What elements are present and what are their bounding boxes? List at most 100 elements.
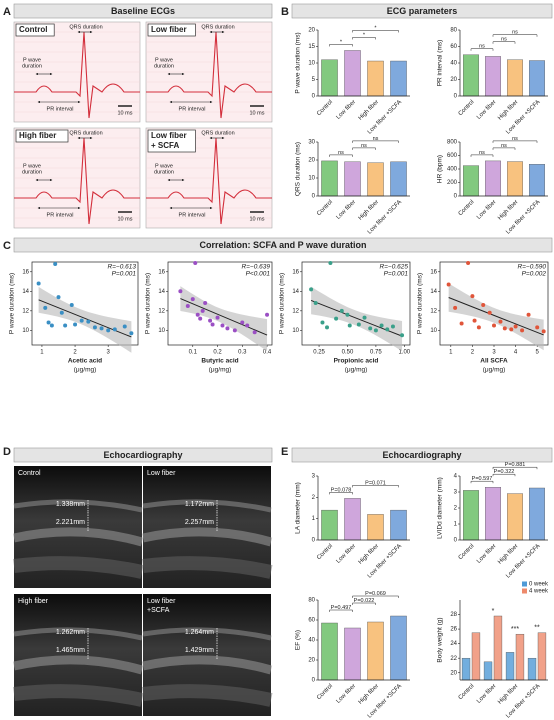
significance-bracket [470, 48, 494, 51]
ecg-label-box [147, 23, 196, 37]
stat-annotation: R=−0.639 [241, 264, 270, 271]
bar [321, 59, 338, 97]
y-tick-label: 20 [308, 158, 315, 164]
p-wave-label: P wave [23, 57, 41, 63]
legend-swatch [522, 581, 527, 587]
scatter-point [36, 281, 41, 286]
y-tick-label: 10 [158, 328, 165, 334]
echo-label: High fiber [18, 598, 49, 605]
echo-tissue [13, 556, 144, 579]
echo-tissue [13, 527, 144, 547]
regression-line [448, 297, 544, 336]
echo-measurement: 1.429mm [185, 647, 214, 654]
scatter-point [46, 320, 51, 325]
stat-annotation: R=−0.625 [379, 264, 408, 271]
y-axis-label: PR interval (ms) [437, 40, 444, 87]
significance-label: * [340, 39, 343, 45]
significance-label: ns [373, 136, 379, 142]
echo-label: Control [18, 470, 41, 477]
bar [463, 490, 479, 541]
y-axis-label: P wave duration (ms) [295, 32, 302, 93]
scatter-point [92, 325, 97, 330]
bar [463, 54, 479, 97]
significance-bracket [492, 473, 516, 477]
y-axis-label: P wave duration (ms) [145, 273, 152, 334]
y-tick-label: 16 [22, 269, 29, 275]
y-tick-label: 20 [308, 28, 315, 34]
p-wave-label: P wave [155, 163, 173, 169]
echo-tissue [142, 627, 272, 641]
scatter-point [43, 305, 48, 310]
panel-letter: D [3, 446, 11, 458]
x-tick-label: 0.75 [370, 350, 382, 356]
significance-label: P=0.071 [365, 480, 386, 486]
ecg-label-box [15, 23, 55, 37]
significance-bracket [352, 37, 376, 40]
scatter-point [265, 312, 270, 317]
y-tick-label: 10 [22, 328, 29, 334]
x-tick-label: 0.1 [189, 350, 198, 356]
y-tick-label: 2 [454, 506, 458, 512]
p-wave-label: duration [22, 63, 42, 69]
echo-tissue [13, 655, 144, 675]
y-axis-label: P wave duration (ms) [9, 273, 16, 334]
bar [507, 161, 523, 197]
y-tick-label: 20 [450, 77, 457, 83]
bar [485, 160, 501, 197]
significance-bracket [352, 602, 376, 605]
bar [485, 487, 501, 541]
y-tick-label: 20 [308, 658, 315, 664]
significance-label: * [492, 608, 495, 615]
x-tick-label: 1.00 [398, 350, 410, 356]
significance-label: ns [501, 143, 507, 149]
scatter-point [356, 322, 361, 327]
y-axis-label: EF (%) [295, 630, 302, 650]
confidence-band [311, 286, 403, 352]
echo-tissue [142, 655, 273, 675]
echo-measurement: 1.262mm [56, 629, 85, 636]
section-title-bar [13, 237, 553, 253]
plot-frame [167, 261, 273, 346]
echo-panel: Control 1.338mm 2.221mm [13, 466, 144, 588]
significance-bracket [329, 44, 353, 47]
bar [367, 621, 384, 681]
legend-label: 4 week [529, 589, 549, 595]
legend-swatch [522, 588, 527, 594]
scatter-point [99, 326, 104, 331]
significance-bracket [352, 485, 399, 488]
scatter-point [379, 323, 384, 328]
scatter-point [472, 318, 477, 323]
y-tick-label: 40 [308, 638, 315, 644]
x-tick-label: 2 [471, 350, 475, 356]
y-tick-label: 14 [22, 289, 29, 295]
x-axis-unit: (μg/mg) [74, 367, 97, 374]
scatter-point [476, 325, 481, 330]
significance-bracket [352, 595, 399, 598]
p-wave-label: duration [154, 169, 174, 175]
stat-annotation: R=−0.590 [517, 264, 546, 271]
section-title: Baseline ECGs [111, 6, 175, 16]
scatter-point [215, 315, 220, 320]
bar [529, 60, 545, 97]
scatter-point [178, 289, 183, 294]
y-tick-label: 800 [447, 140, 458, 146]
scatter-point [487, 310, 492, 315]
scatter-point [59, 310, 64, 315]
significance-bracket [329, 154, 353, 157]
y-tick-label: 60 [308, 618, 315, 624]
scatter-point [509, 327, 514, 332]
significance-bracket [352, 147, 376, 150]
bar [507, 493, 523, 541]
scatter-point [210, 322, 215, 327]
y-tick-label: 3 [454, 490, 458, 496]
x-tick-label: 4 [514, 350, 518, 356]
echo-measurement: 1.172mm [185, 501, 214, 508]
bar [321, 622, 338, 681]
scatter-point [185, 303, 190, 308]
bar [461, 657, 471, 681]
panel-letter: C [3, 240, 11, 252]
scatter-point [526, 312, 531, 317]
significance-label: ns [512, 136, 518, 142]
echo-tissue [13, 684, 144, 707]
